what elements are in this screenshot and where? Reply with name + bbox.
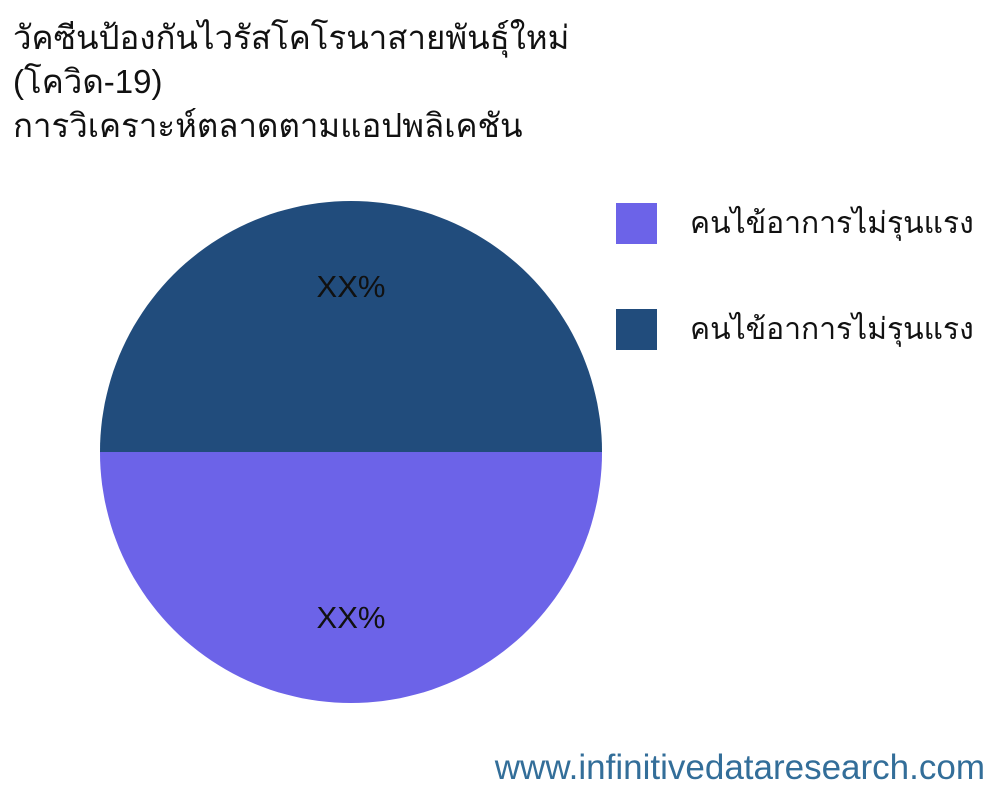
pie-slice xyxy=(100,452,602,703)
chart-title: วัคซีนป้องกันไวรัสโคโรนาสายพันธุ์ใหม่ (โ… xyxy=(13,16,569,148)
pie-chart: XX% XX% xyxy=(100,201,602,703)
legend-item-mild-navy: คนไข้อาการไม่รุนแรง xyxy=(616,306,974,353)
legend-label-navy: คนไข้อาการไม่รุนแรง xyxy=(690,313,974,346)
chart-title-line-1: วัคซีนป้องกันไวรัสโคโรนาสายพันธุ์ใหม่ xyxy=(13,19,570,56)
pie-slice-label: XX% xyxy=(317,600,386,635)
pie-slice-label: XX% xyxy=(317,269,386,304)
legend-item-mild-purple: คนไข้อาการไม่รุนแรง xyxy=(616,200,974,247)
source-url[interactable]: www.infinitivedataresearch.com xyxy=(494,748,985,787)
chart-title-line-3: การวิเคราะห์ตลาดตามแอปพลิเคชัน xyxy=(13,107,523,144)
chart-title-line-2: (โควิด-19) xyxy=(13,63,163,100)
legend-swatch-purple xyxy=(616,203,657,244)
legend: คนไข้อาการไม่รุนแรง คนไข้อาการไม่รุนแรง xyxy=(616,200,974,412)
legend-swatch-navy xyxy=(616,309,657,350)
legend-label-purple: คนไข้อาการไม่รุนแรง xyxy=(690,207,974,240)
pie-slice xyxy=(100,201,602,452)
